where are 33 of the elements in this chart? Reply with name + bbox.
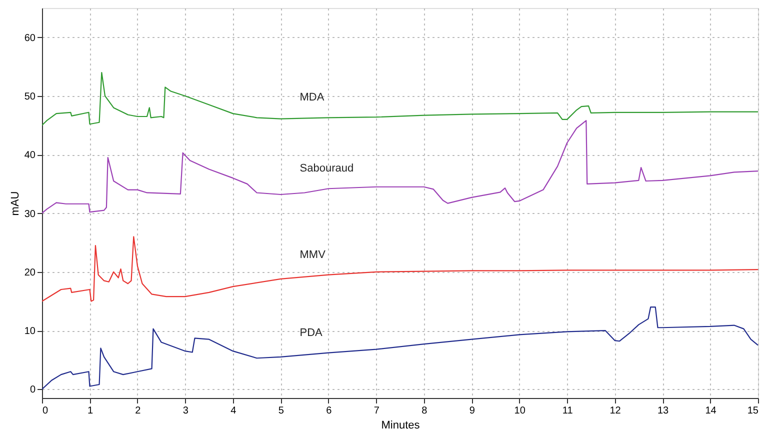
y-tick-label: 50 [24,91,36,102]
x-tick-label: 4 [230,406,237,416]
x-tick-label: 0 [42,406,48,416]
y-tick-label: 40 [24,150,36,162]
line-series [42,120,758,214]
series-label: MMV [300,248,326,261]
x-tick-label: 12 [610,406,622,416]
y-tick-label: 60 [24,32,36,44]
x-tick-label: 5 [278,406,284,416]
x-tick-label: 15 [747,406,759,416]
x-tick-label: 14 [705,406,717,416]
y-axis-title: mAU [9,191,22,216]
x-tick-label: 8 [422,406,428,416]
y-tick-label: 0 [30,384,36,396]
x-tick-label: 1 [87,406,94,416]
x-tick-label: 13 [657,406,670,416]
line-series [42,306,758,390]
x-tick-label: 7 [374,406,380,416]
y-tick-label: 30 [24,208,36,220]
line-series [42,236,758,302]
x-tick-label: 3 [182,406,189,416]
x-tick-label: 6 [326,406,332,416]
series-label: MDA [300,92,325,104]
x-tick-label: 2 [135,406,142,416]
x-tick-label: 9 [469,406,476,416]
y-tick-label: 10 [24,326,36,338]
y-tick-label: 20 [24,267,36,278]
x-tick-label: 10 [514,406,526,416]
x-tick-label: 11 [562,406,574,416]
line-series [42,72,758,126]
series-label: Sabouraud [300,162,354,175]
x-axis-title: Minutes [381,420,420,432]
series-label: PDA [300,326,324,339]
